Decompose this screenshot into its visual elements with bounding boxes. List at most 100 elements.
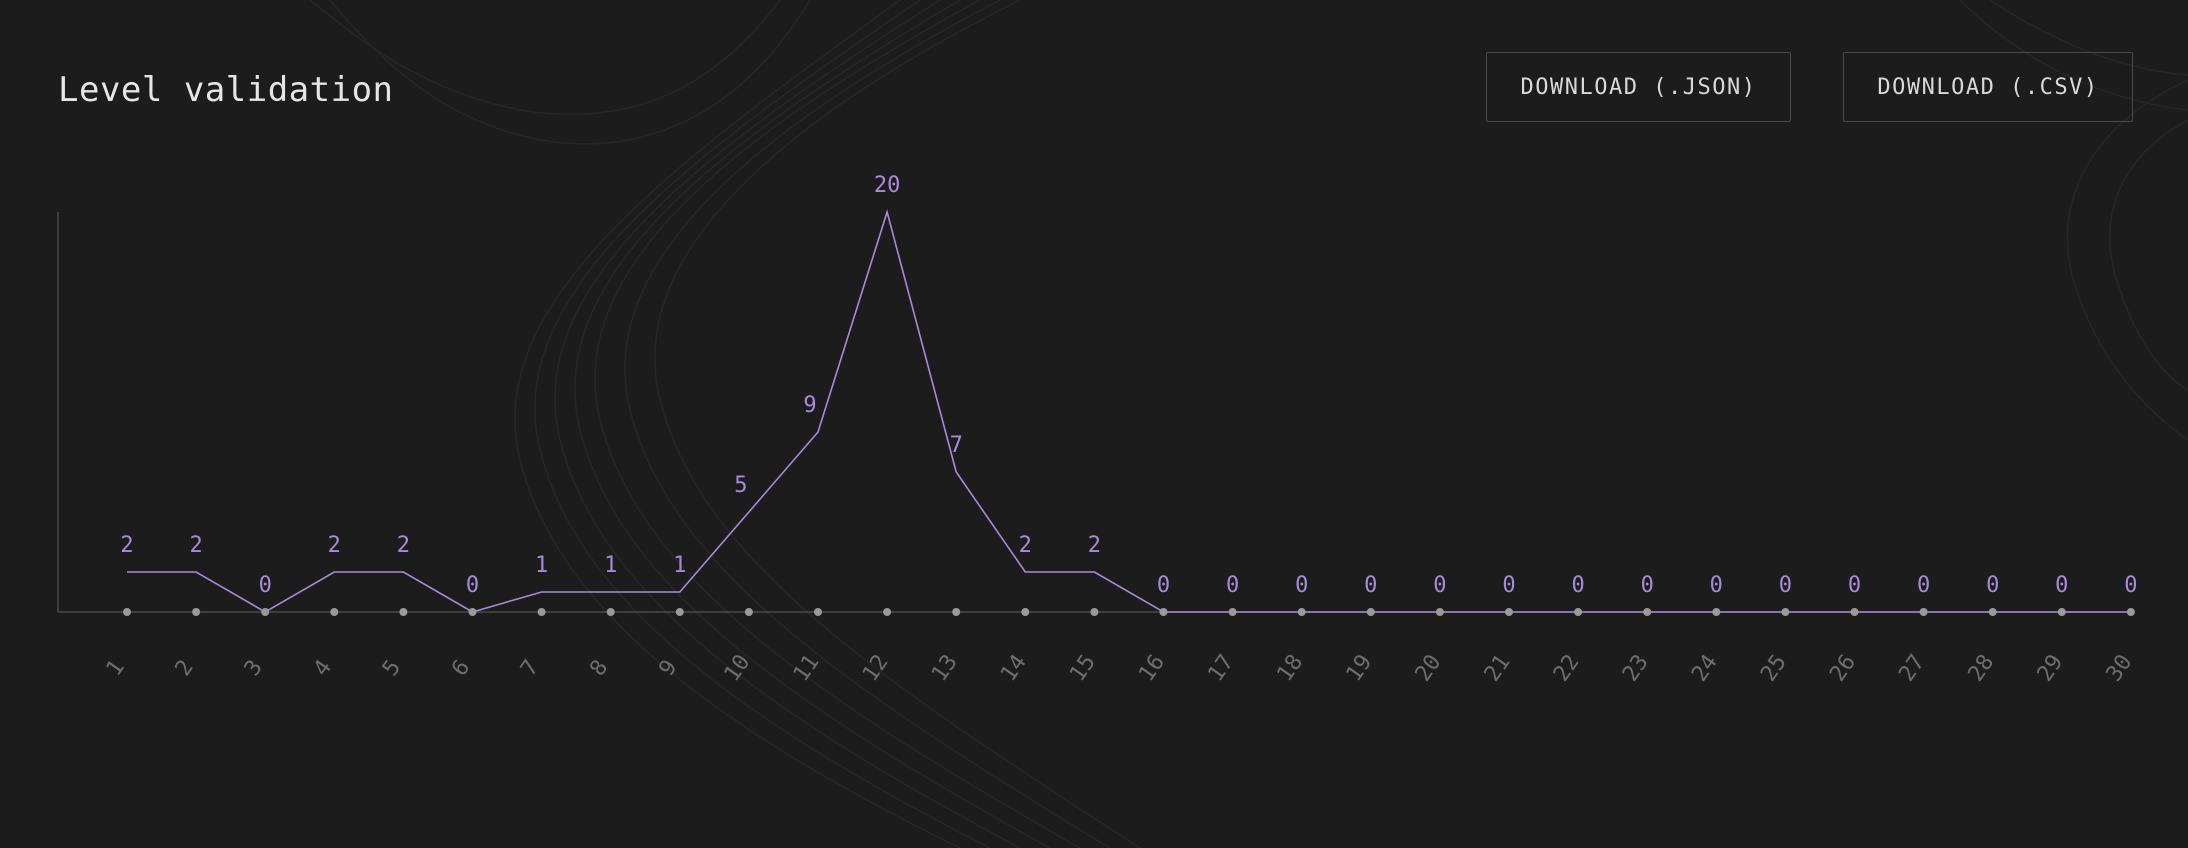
x-tick-label-13: 13 [927,650,963,686]
data-label-14: 2 [1019,533,1032,558]
data-label-1: 2 [120,533,133,558]
data-point-21[interactable] [1505,608,1513,616]
data-point-16[interactable] [1159,608,1168,616]
data-point-8[interactable] [606,608,615,616]
data-point-20[interactable] [1435,608,1444,616]
data-label-16: 0 [1157,573,1170,598]
x-tick-label-2: 2 [171,656,199,681]
data-point-18[interactable] [1297,608,1306,616]
data-label-8: 1 [604,553,617,578]
data-point-9[interactable] [675,608,684,616]
data-point-5[interactable] [399,608,408,616]
data-point-24[interactable] [1712,608,1721,616]
data-point-29[interactable] [2057,608,2066,616]
data-point-26[interactable] [1850,608,1859,616]
data-label-21: 0 [1502,573,1515,598]
x-tick-label-21: 21 [1480,650,1516,686]
data-label-12: 20 [874,173,901,198]
data-point-4[interactable] [330,608,339,616]
download-json-button[interactable]: DOWNLOAD (.JSON) [1486,52,1791,122]
data-label-5: 2 [397,533,410,558]
x-tick-label-22: 22 [1549,650,1585,686]
x-tick-label-15: 15 [1065,650,1101,686]
data-label-3: 0 [259,573,272,598]
data-label-25: 0 [1779,573,1792,598]
data-label-20: 0 [1433,573,1446,598]
series-line [127,209,2131,613]
x-tick-label-8: 8 [585,656,613,681]
x-tick-label-30: 30 [2102,650,2138,686]
data-label-15: 2 [1088,533,1101,558]
x-tick-label-26: 26 [1825,650,1861,686]
data-point-22[interactable] [1574,608,1583,616]
data-point-25[interactable] [1781,608,1790,616]
data-point-19[interactable] [1366,608,1375,616]
points-layer [123,608,2135,616]
data-label-24: 0 [1710,573,1723,598]
data-label-28: 0 [1986,573,1999,598]
data-label-30: 0 [2124,573,2137,598]
x-tick-label-7: 7 [516,656,544,681]
data-point-2[interactable] [192,608,201,616]
data-point-27[interactable] [1919,608,1928,616]
x-tick-label-1: 1 [102,656,130,681]
data-label-9: 1 [673,553,686,578]
x-tick-label-18: 18 [1273,650,1309,686]
data-label-2: 2 [189,533,202,558]
data-label-4: 2 [328,533,341,558]
data-point-7[interactable] [537,608,546,616]
data-point-15[interactable] [1090,608,1099,616]
data-point-10[interactable] [744,608,753,616]
x-tick-label-5: 5 [378,656,406,681]
data-point-11[interactable] [814,608,822,616]
x-tick-label-27: 27 [1894,650,1930,686]
download-csv-button[interactable]: DOWNLOAD (.CSV) [1843,52,2133,122]
x-tick-label-11: 11 [789,650,825,686]
data-label-6: 0 [466,573,479,598]
data-label-7: 1 [535,553,548,578]
data-point-30[interactable] [2126,608,2135,616]
data-point-3[interactable] [261,608,270,616]
x-tick-label-3: 3 [240,656,268,681]
data-point-28[interactable] [1988,608,1997,616]
data-label-10: 5 [734,473,747,498]
x-tick-label-24: 24 [1687,650,1723,686]
x-tick-label-10: 10 [720,650,756,686]
x-tick-label-19: 19 [1342,650,1378,686]
x-tick-label-4: 4 [309,656,337,681]
data-label-23: 0 [1641,573,1654,598]
x-tick-label-29: 29 [2033,650,2069,686]
data-label-29: 0 [2055,573,2068,598]
data-label-26: 0 [1848,573,1861,598]
data-point-14[interactable] [1021,608,1030,616]
tick-labels-layer: 1 2 3 4 5 6 7 8 9 10 11 12 13 14 15 16 17 18 19 20 21 22 23 24 2… [102,650,2138,686]
x-tick-label-25: 25 [1756,650,1792,686]
x-tick-label-16: 16 [1134,650,1170,686]
x-tick-label-9: 9 [654,656,682,681]
x-tick-label-14: 14 [996,650,1032,686]
data-point-1[interactable] [123,608,131,616]
x-tick-label-6: 6 [447,656,475,681]
data-point-6[interactable] [468,608,477,616]
data-point-13[interactable] [952,608,961,616]
page-title: Level validation [58,70,394,110]
data-label-17: 0 [1226,573,1239,598]
data-label-19: 0 [1364,573,1377,598]
data-label-22: 0 [1571,573,1584,598]
x-tick-label-28: 28 [1964,650,2000,686]
data-label-27: 0 [1917,573,1930,598]
x-tick-label-23: 23 [1618,650,1654,686]
data-point-12[interactable] [883,608,892,616]
x-tick-label-12: 12 [858,650,894,686]
data-point-17[interactable] [1228,608,1237,616]
data-label-18: 0 [1295,573,1308,598]
data-label-11: 9 [803,393,816,418]
data-point-23[interactable] [1643,608,1652,616]
x-tick-label-17: 17 [1203,650,1239,686]
x-tick-label-20: 20 [1411,650,1447,686]
series-layer [127,209,2131,613]
